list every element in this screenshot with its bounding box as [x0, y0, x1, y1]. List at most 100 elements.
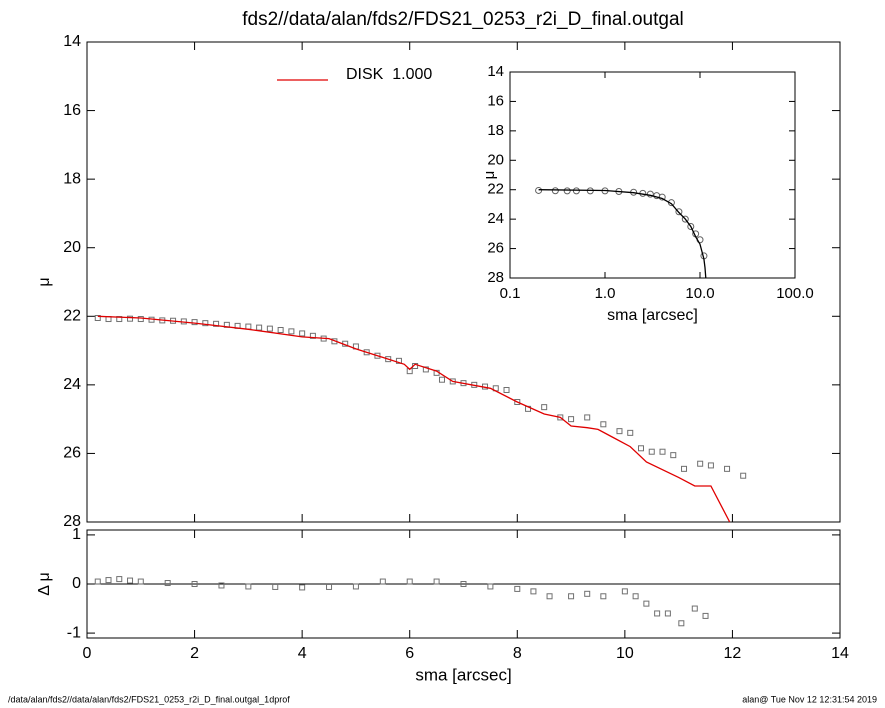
y-tick-label: 20	[63, 239, 81, 256]
data-point	[94, 578, 101, 585]
y-tick-label: 14	[487, 63, 504, 80]
data-point	[191, 581, 198, 587]
x-tick-label: 1.0	[595, 285, 616, 302]
y-axis-label: μ	[36, 277, 53, 286]
data-point	[363, 349, 370, 356]
y-tick-label: 14	[63, 33, 81, 50]
data-point	[127, 577, 134, 584]
data-point	[487, 583, 494, 590]
y-tick-label: 24	[63, 376, 81, 393]
data-point	[643, 600, 650, 607]
y-tick-label: 26	[487, 240, 504, 257]
data-point	[724, 465, 731, 472]
data-point	[530, 588, 537, 595]
x-tick-label: 0.1	[500, 285, 521, 302]
data-point	[740, 472, 747, 479]
x-tick-label: 0	[83, 645, 92, 662]
data-point	[697, 460, 704, 467]
data-point	[568, 593, 575, 600]
data-point	[659, 448, 666, 455]
data-point	[218, 582, 225, 589]
data-point	[105, 577, 112, 584]
data-point	[637, 445, 644, 452]
y-tick-label: 24	[487, 210, 504, 227]
data-point	[116, 576, 123, 583]
data-point	[438, 376, 445, 383]
data-point	[568, 416, 575, 423]
data-point	[681, 465, 688, 472]
data-point	[678, 620, 685, 627]
data-point	[600, 421, 607, 428]
data-point	[646, 190, 654, 198]
data-point	[379, 578, 386, 585]
data-point	[299, 330, 306, 337]
data-point	[164, 580, 171, 587]
data-point	[687, 223, 695, 230]
data-point	[245, 583, 252, 590]
x-tick-label: 6	[405, 645, 414, 662]
plot-frame	[86, 41, 841, 523]
data-point	[707, 462, 714, 469]
data-point	[514, 585, 521, 592]
x-tick-label: 8	[513, 645, 522, 662]
x-tick-label: 2	[190, 645, 199, 662]
data-point	[664, 610, 671, 617]
data-point	[137, 316, 144, 323]
data-point	[288, 328, 295, 335]
data-point	[563, 187, 571, 195]
data-point	[433, 578, 440, 585]
data-point	[648, 448, 655, 455]
y-tick-label: 16	[63, 102, 81, 119]
data-point	[654, 610, 661, 617]
data-point	[584, 590, 591, 597]
model-line	[538, 189, 707, 279]
data-point	[681, 215, 689, 223]
data-point	[546, 593, 553, 600]
data-point	[326, 583, 333, 590]
legend-label: DISK 1.000	[346, 66, 432, 83]
y-tick-label: 0	[72, 575, 81, 592]
y-axis-label: μ	[481, 171, 498, 180]
data-point	[691, 605, 698, 612]
data-point	[584, 414, 591, 421]
data-point	[406, 578, 413, 585]
x-tick-label: 12	[724, 645, 742, 662]
x-tick-label: 4	[298, 645, 307, 662]
data-point	[277, 327, 284, 333]
data-point	[503, 387, 510, 393]
data-point	[572, 187, 580, 195]
data-point	[385, 356, 392, 363]
data-point	[670, 452, 677, 459]
data-point	[266, 325, 273, 332]
data-point	[352, 583, 359, 590]
data-point	[395, 357, 402, 364]
x-tick-label: 10	[616, 645, 634, 662]
data-point	[600, 593, 607, 600]
data-point	[94, 315, 101, 321]
plot-frame	[509, 71, 796, 279]
data-point	[256, 324, 263, 331]
model-line	[97, 315, 731, 523]
x-tick-label: 14	[831, 645, 849, 662]
y-tick-label: 16	[487, 92, 504, 109]
data-point	[422, 366, 429, 373]
data-point	[702, 612, 709, 619]
data-point	[191, 319, 198, 326]
y-tick-label: 28	[63, 513, 81, 530]
data-point	[627, 429, 634, 436]
x-tick-label: 10.0	[685, 285, 714, 302]
y-axis-label: Δ μ	[36, 572, 53, 595]
y-tick-label: 1	[72, 526, 81, 543]
data-point	[551, 187, 559, 195]
data-point	[245, 323, 252, 330]
chart-title: fds2//data/alan/fds2/FDS21_0253_r2i_D_fi…	[242, 9, 684, 30]
data-point	[514, 399, 521, 405]
data-point	[632, 593, 639, 600]
y-tick-label: -1	[67, 624, 81, 641]
data-point	[137, 578, 144, 585]
data-point	[460, 581, 467, 587]
data-point	[535, 186, 543, 194]
data-point	[309, 332, 316, 339]
x-axis-label: sma [arcsec]	[607, 307, 698, 324]
x-tick-label: 100.0	[776, 285, 814, 302]
